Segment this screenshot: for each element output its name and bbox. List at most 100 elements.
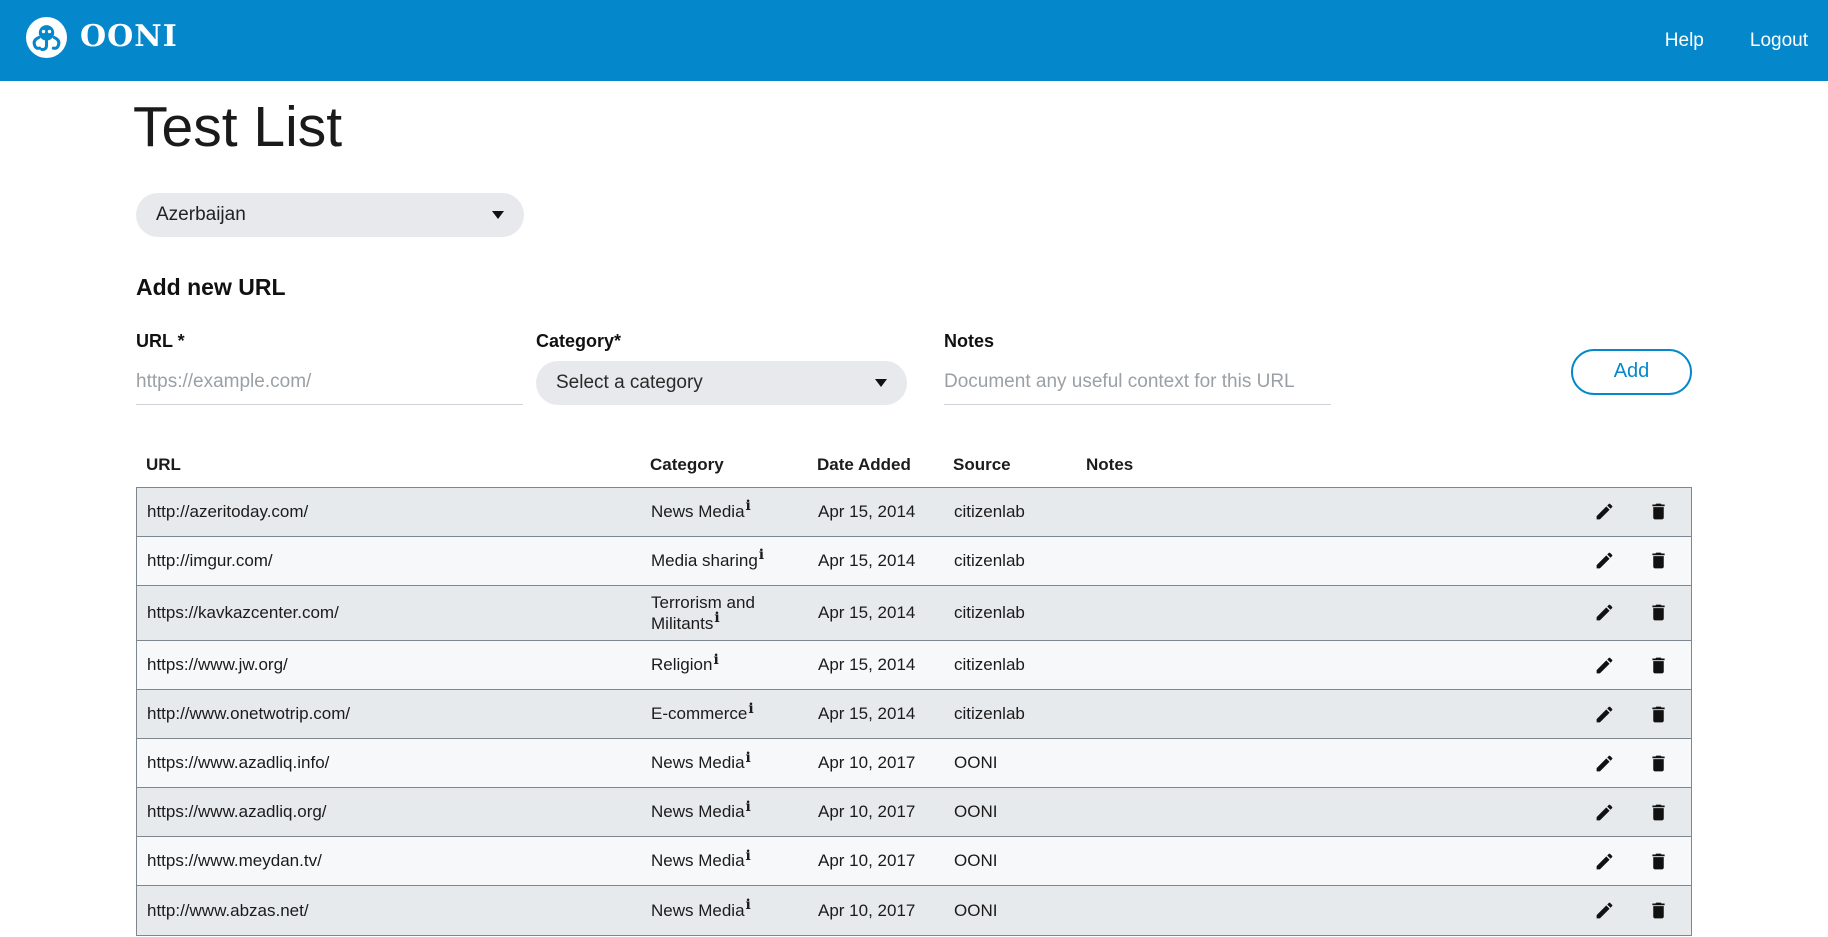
delete-icon[interactable] <box>1648 704 1669 725</box>
column-header-notes: Notes <box>1086 455 1552 475</box>
brand-wordmark: OONI <box>80 19 178 54</box>
date-added-cell: Apr 10, 2017 <box>818 850 954 871</box>
delete-icon[interactable] <box>1648 550 1669 571</box>
column-header-date: Date Added <box>817 455 953 475</box>
source-cell: citizenlab <box>954 550 1087 571</box>
url-cell: http://www.abzas.net/ <box>137 900 651 921</box>
notes-input[interactable] <box>944 361 1331 405</box>
row-actions <box>1551 655 1691 676</box>
delete-icon[interactable] <box>1648 802 1669 823</box>
table-body: http://azeritoday.com/ News Mediai Apr 1… <box>136 487 1692 937</box>
add-url-heading: Add new URL <box>136 274 1692 301</box>
row-actions <box>1551 802 1691 823</box>
column-header-url: URL <box>136 455 650 475</box>
source-cell: OONI <box>954 801 1087 822</box>
date-added-cell: Apr 15, 2014 <box>818 501 954 522</box>
edit-icon[interactable] <box>1594 704 1615 725</box>
category-info-icon[interactable]: i <box>759 547 764 563</box>
category-label: Category* <box>536 331 907 352</box>
ooni-logo[interactable]: OONI <box>26 23 178 58</box>
top-header: OONI Help Logout <box>0 0 1828 81</box>
source-cell: citizenlab <box>954 602 1087 623</box>
date-added-cell: Apr 15, 2014 <box>818 602 954 623</box>
category-info-icon[interactable]: i <box>713 652 718 668</box>
source-cell: OONI <box>954 752 1087 773</box>
source-cell: citizenlab <box>954 501 1087 522</box>
notes-label: Notes <box>944 331 1331 352</box>
table-row: http://imgur.com/ Media sharingi Apr 15,… <box>137 537 1691 586</box>
delete-icon[interactable] <box>1648 753 1669 774</box>
table-row: https://www.azadliq.info/ News Mediai Ap… <box>137 739 1691 788</box>
source-cell: OONI <box>954 900 1087 921</box>
edit-icon[interactable] <box>1594 753 1615 774</box>
category-field-group: Category* Select a category <box>536 331 907 405</box>
column-header-source: Source <box>953 455 1086 475</box>
edit-icon[interactable] <box>1594 900 1615 921</box>
row-actions <box>1551 704 1691 725</box>
row-actions <box>1551 602 1691 623</box>
delete-icon[interactable] <box>1648 501 1669 522</box>
edit-icon[interactable] <box>1594 550 1615 571</box>
url-label: URL * <box>136 331 523 352</box>
delete-icon[interactable] <box>1648 900 1669 921</box>
category-select[interactable]: Select a category <box>536 361 907 405</box>
table-header-row: URL Category Date Added Source Notes <box>136 455 1692 487</box>
row-actions <box>1551 550 1691 571</box>
add-button[interactable]: Add <box>1571 349 1692 395</box>
category-info-icon[interactable]: i <box>746 848 751 864</box>
url-cell: https://www.jw.org/ <box>137 654 651 675</box>
page-title: Test List <box>133 95 1692 161</box>
category-info-icon[interactable]: i <box>746 897 751 913</box>
url-cell: http://www.onetwotrip.com/ <box>137 703 651 724</box>
category-select-value: Select a category <box>556 372 703 394</box>
table-row: https://www.meydan.tv/ News Mediai Apr 1… <box>137 837 1691 886</box>
url-cell: http://azeritoday.com/ <box>137 501 651 522</box>
delete-icon[interactable] <box>1648 602 1669 623</box>
table-row: http://www.abzas.net/ News Mediai Apr 10… <box>137 886 1691 935</box>
edit-icon[interactable] <box>1594 501 1615 522</box>
url-cell: https://www.azadliq.info/ <box>137 752 651 773</box>
date-added-cell: Apr 10, 2017 <box>818 752 954 773</box>
category-cell: Media sharingi <box>651 550 818 571</box>
country-select-value: Azerbaijan <box>156 204 246 226</box>
table-row: https://kavkazcenter.com/ Terrorism and … <box>137 586 1691 642</box>
table-row: http://azeritoday.com/ News Mediai Apr 1… <box>137 488 1691 537</box>
table-row: https://www.azadliq.org/ News Mediai Apr… <box>137 788 1691 837</box>
delete-icon[interactable] <box>1648 851 1669 872</box>
url-input[interactable] <box>136 361 523 405</box>
delete-icon[interactable] <box>1648 655 1669 676</box>
source-cell: citizenlab <box>954 654 1087 675</box>
logout-link[interactable]: Logout <box>1750 30 1808 52</box>
edit-icon[interactable] <box>1594 802 1615 823</box>
category-info-icon[interactable]: i <box>714 610 719 626</box>
url-cell: https://kavkazcenter.com/ <box>137 602 651 623</box>
table-row: http://www.onetwotrip.com/ E-commercei A… <box>137 690 1691 739</box>
category-cell: E-commercei <box>651 703 818 724</box>
category-cell: News Mediai <box>651 801 818 822</box>
chevron-down-icon <box>492 211 504 219</box>
edit-icon[interactable] <box>1594 602 1615 623</box>
url-cell: https://www.azadliq.org/ <box>137 801 651 822</box>
country-select[interactable]: Azerbaijan <box>136 193 524 237</box>
category-cell: Religioni <box>651 654 818 675</box>
top-nav: Help Logout <box>1665 30 1808 52</box>
category-info-icon[interactable]: i <box>748 701 753 717</box>
help-link[interactable]: Help <box>1665 30 1704 52</box>
category-info-icon[interactable]: i <box>746 799 751 815</box>
category-cell: News Mediai <box>651 850 818 871</box>
column-header-category: Category <box>650 455 817 475</box>
date-added-cell: Apr 15, 2014 <box>818 703 954 724</box>
row-actions <box>1551 753 1691 774</box>
category-cell: News Mediai <box>651 752 818 773</box>
category-info-icon[interactable]: i <box>746 750 751 766</box>
category-info-icon[interactable]: i <box>746 498 751 514</box>
edit-icon[interactable] <box>1594 851 1615 872</box>
source-cell: OONI <box>954 850 1087 871</box>
main-content: Test List Azerbaijan Add new URL URL * C… <box>0 81 1828 936</box>
notes-field-group: Notes <box>944 331 1331 405</box>
date-added-cell: Apr 10, 2017 <box>818 900 954 921</box>
edit-icon[interactable] <box>1594 655 1615 676</box>
ooni-octopus-icon <box>26 17 67 58</box>
date-added-cell: Apr 10, 2017 <box>818 801 954 822</box>
row-actions <box>1551 501 1691 522</box>
